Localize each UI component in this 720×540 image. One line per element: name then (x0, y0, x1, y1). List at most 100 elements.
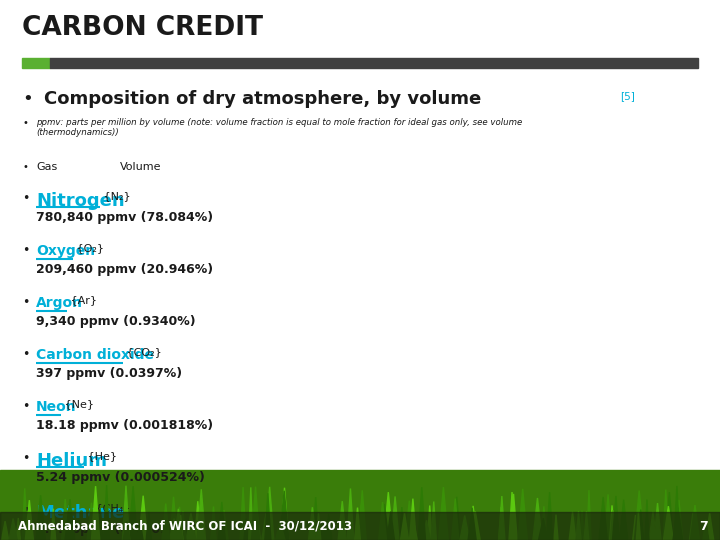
Text: Composition of dry atmosphere, by volume: Composition of dry atmosphere, by volume (44, 90, 481, 108)
Text: 5.24 ppmv (0.000524%): 5.24 ppmv (0.000524%) (36, 471, 205, 484)
Polygon shape (664, 506, 673, 540)
Polygon shape (355, 508, 361, 540)
Polygon shape (177, 521, 183, 540)
Text: 209,460 ppmv (20.946%): 209,460 ppmv (20.946%) (36, 263, 213, 276)
Text: •: • (22, 162, 28, 172)
Polygon shape (541, 507, 546, 540)
Polygon shape (316, 513, 321, 540)
Polygon shape (65, 500, 75, 540)
Bar (0, 470, 720, 540)
Polygon shape (673, 508, 683, 540)
Polygon shape (139, 496, 148, 540)
Polygon shape (410, 498, 416, 540)
Polygon shape (251, 487, 260, 540)
Polygon shape (122, 485, 130, 540)
Polygon shape (554, 515, 558, 540)
Polygon shape (87, 503, 96, 540)
Polygon shape (244, 518, 248, 540)
Polygon shape (518, 489, 527, 540)
Polygon shape (266, 487, 274, 540)
Polygon shape (197, 489, 205, 540)
Polygon shape (576, 511, 581, 540)
Polygon shape (391, 496, 399, 540)
Text: 7: 7 (699, 519, 708, 532)
Text: Oxygen: Oxygen (36, 244, 95, 258)
Polygon shape (438, 487, 449, 540)
Polygon shape (36, 495, 45, 540)
Polygon shape (451, 498, 459, 540)
Text: {O₂}: {O₂} (73, 243, 104, 253)
Text: •: • (22, 90, 32, 108)
Polygon shape (611, 510, 616, 540)
Text: 9,340 ppmv (0.9340%): 9,340 ppmv (0.9340%) (36, 315, 196, 328)
Polygon shape (25, 500, 33, 540)
Polygon shape (123, 521, 130, 540)
Polygon shape (539, 518, 548, 540)
Polygon shape (175, 507, 184, 540)
Polygon shape (276, 522, 285, 540)
Polygon shape (379, 502, 387, 540)
Polygon shape (674, 486, 680, 540)
Polygon shape (359, 520, 365, 540)
Polygon shape (325, 514, 332, 540)
Text: ppmv: parts per million by volume (note: volume fraction is equal to mole fracti: ppmv: parts per million by volume (note:… (36, 118, 522, 137)
Polygon shape (509, 492, 515, 540)
Polygon shape (359, 490, 366, 540)
Polygon shape (510, 494, 517, 540)
Text: {Ne}: {Ne} (60, 399, 94, 409)
Text: 18.18 ppmv (0.001818%): 18.18 ppmv (0.001818%) (36, 419, 213, 432)
Polygon shape (384, 492, 393, 540)
Polygon shape (279, 491, 289, 540)
Text: 397 ppmv (0.0397%): 397 ppmv (0.0397%) (36, 367, 182, 380)
Text: 1.79 ppmv (0.000179%): 1.79 ppmv (0.000179%) (36, 523, 204, 536)
Polygon shape (51, 509, 55, 540)
Polygon shape (470, 511, 480, 540)
Polygon shape (690, 512, 696, 540)
Polygon shape (179, 515, 183, 540)
Polygon shape (665, 492, 673, 540)
Polygon shape (338, 501, 346, 540)
Polygon shape (253, 511, 261, 540)
Polygon shape (174, 509, 183, 540)
Bar (22, 58, 50, 68)
Polygon shape (62, 499, 68, 540)
Text: {He}: {He} (84, 451, 117, 461)
Polygon shape (570, 512, 576, 540)
Polygon shape (571, 516, 578, 540)
Text: •: • (22, 244, 30, 257)
Polygon shape (610, 505, 614, 540)
Polygon shape (309, 507, 316, 540)
Polygon shape (654, 503, 661, 540)
Polygon shape (634, 490, 644, 540)
Polygon shape (97, 511, 104, 540)
Polygon shape (380, 504, 389, 540)
Text: Methane: Methane (36, 504, 125, 522)
Text: Argon: Argon (36, 296, 83, 310)
Polygon shape (408, 517, 418, 540)
Polygon shape (17, 518, 20, 540)
Polygon shape (400, 513, 408, 540)
Text: •: • (22, 400, 30, 413)
Text: {Ar}: {Ar} (67, 295, 97, 305)
Text: •: • (22, 504, 30, 517)
Polygon shape (137, 519, 143, 540)
Polygon shape (9, 518, 17, 540)
Text: •: • (22, 296, 30, 309)
Polygon shape (180, 521, 189, 540)
Polygon shape (453, 497, 460, 540)
Polygon shape (104, 485, 109, 540)
Polygon shape (347, 489, 354, 540)
Polygon shape (180, 511, 186, 540)
Text: •: • (22, 192, 30, 205)
Text: •: • (22, 348, 30, 361)
Polygon shape (428, 505, 432, 540)
Text: •: • (22, 452, 30, 465)
Polygon shape (675, 500, 683, 540)
Polygon shape (533, 498, 542, 540)
Polygon shape (663, 490, 669, 540)
Text: CARBON CREDIT: CARBON CREDIT (22, 15, 263, 41)
Polygon shape (613, 496, 619, 540)
Polygon shape (649, 512, 657, 540)
Polygon shape (599, 497, 608, 540)
Polygon shape (468, 508, 476, 540)
